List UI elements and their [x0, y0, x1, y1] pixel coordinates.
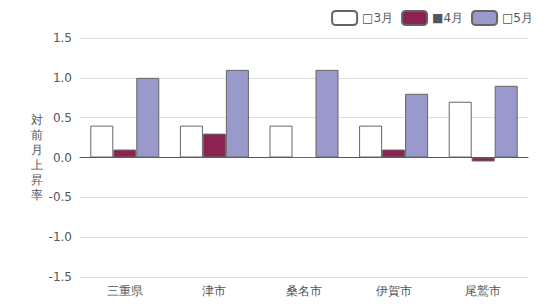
- svg-text:尾鷲市: 尾鷲市: [465, 284, 501, 298]
- svg-text:対: 対: [31, 113, 43, 127]
- svg-text:□3月: □3月: [362, 11, 393, 25]
- svg-text:三重県: 三重県: [107, 284, 143, 298]
- svg-text:津市: 津市: [202, 284, 226, 298]
- svg-text:□5月: □5月: [502, 11, 533, 25]
- svg-text:-0.5: -0.5: [49, 190, 72, 204]
- svg-text:桑名市: 桑名市: [286, 284, 322, 298]
- svg-text:昇: 昇: [31, 173, 43, 187]
- svg-text:率: 率: [31, 188, 43, 202]
- svg-text:月: 月: [31, 143, 43, 157]
- svg-text:■4月: ■4月: [432, 11, 463, 25]
- svg-text:前: 前: [31, 128, 43, 142]
- svg-text:伊賀市: 伊賀市: [376, 284, 412, 298]
- svg-text:0.5: 0.5: [53, 111, 72, 125]
- svg-text:0.0: 0.0: [53, 151, 72, 165]
- svg-text:-1.5: -1.5: [49, 270, 72, 284]
- svg-text:1.5: 1.5: [53, 31, 72, 45]
- svg-text:上: 上: [31, 158, 43, 172]
- svg-text:1.0: 1.0: [53, 71, 72, 85]
- svg-text:-1.0: -1.0: [49, 230, 72, 244]
